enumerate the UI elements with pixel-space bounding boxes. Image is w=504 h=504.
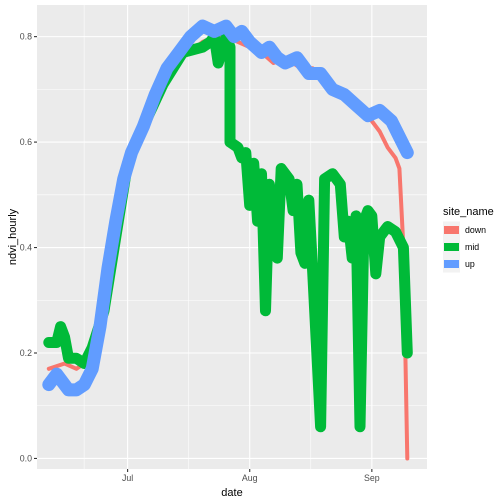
x-tick-label: Aug	[242, 473, 258, 483]
x-tick-label: Jul	[122, 473, 133, 483]
legend-title: site_name	[443, 206, 494, 218]
y-tick-label: 0.8	[20, 32, 32, 42]
x-axis-title: date	[221, 487, 242, 499]
legend-label-up: up	[465, 259, 475, 269]
x-axis: Jul Aug Sep	[122, 469, 380, 483]
legend-label-mid: mid	[465, 242, 479, 252]
y-tick-label: 0.4	[20, 243, 32, 253]
legend-label-down: down	[465, 225, 486, 235]
y-axis: 0.0 0.2 0.4 0.6 0.8	[20, 32, 37, 464]
y-tick-label: 0.0	[20, 453, 32, 463]
x-tick-label: Sep	[364, 473, 380, 483]
y-axis-title: ndvi_hourly	[7, 208, 19, 265]
legend: site_name down mid up	[443, 206, 494, 273]
y-tick-label: 0.2	[20, 348, 32, 358]
y-tick-label: 0.6	[20, 137, 32, 147]
